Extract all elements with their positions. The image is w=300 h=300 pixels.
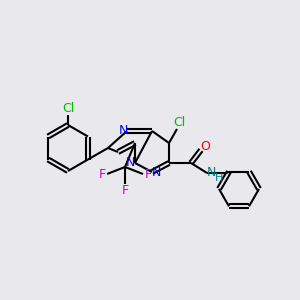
Text: N: N bbox=[151, 166, 161, 178]
Text: N: N bbox=[125, 157, 135, 169]
Text: Cl: Cl bbox=[62, 103, 74, 116]
Text: F: F bbox=[98, 167, 106, 181]
Text: N: N bbox=[207, 167, 216, 179]
Text: F: F bbox=[122, 184, 129, 196]
Text: N: N bbox=[118, 124, 128, 137]
Text: O: O bbox=[200, 140, 210, 152]
Text: H: H bbox=[215, 173, 224, 183]
Text: F: F bbox=[144, 167, 152, 181]
Text: Cl: Cl bbox=[173, 116, 185, 130]
